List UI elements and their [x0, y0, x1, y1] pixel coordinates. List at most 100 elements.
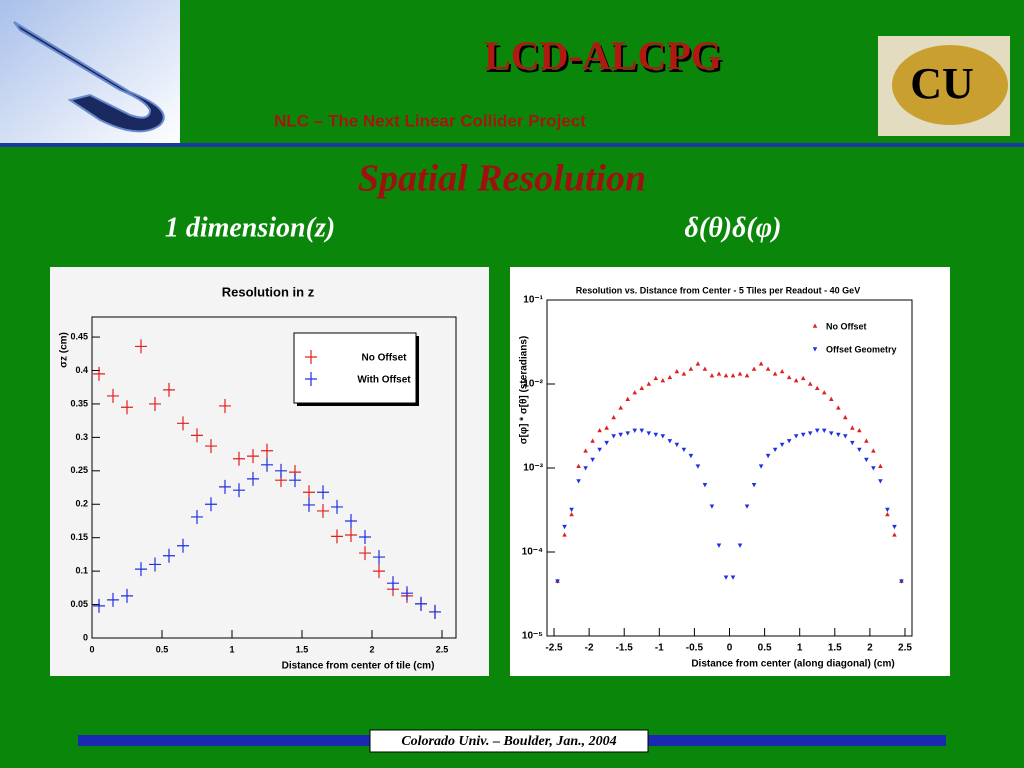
legend-marker — [812, 323, 818, 328]
y-tick-label: 0.3 — [75, 432, 88, 442]
data-point — [639, 428, 645, 433]
data-point — [857, 427, 862, 433]
data-point — [632, 428, 638, 433]
data-point — [814, 428, 820, 433]
data-point — [611, 434, 616, 439]
x-axis-label: Distance from center of tile (cm) — [282, 661, 435, 672]
data-point — [667, 439, 673, 444]
y-tick-label: 0.15 — [70, 532, 88, 542]
legend-label: Offset Geometry — [826, 344, 897, 354]
data-point — [576, 479, 581, 484]
data-point — [93, 366, 105, 381]
data-point — [885, 507, 890, 513]
y-tick-label: 0.4 — [75, 365, 88, 375]
data-point — [163, 548, 175, 563]
y-tick-label: 10⁻³ — [523, 463, 543, 474]
data-point — [821, 428, 827, 433]
data-point — [177, 538, 189, 553]
data-point — [892, 532, 897, 537]
data-point — [205, 439, 217, 454]
data-point — [653, 432, 659, 438]
data-point — [814, 385, 820, 391]
plot-frame — [91, 316, 457, 639]
data-point — [871, 448, 876, 453]
data-point — [625, 396, 631, 401]
data-point — [618, 432, 624, 438]
data-point — [555, 579, 560, 584]
data-point — [569, 507, 574, 513]
data-point — [800, 375, 806, 381]
data-point — [667, 374, 673, 380]
x-tick-label: -1 — [655, 643, 664, 654]
data-point — [107, 388, 119, 403]
data-point — [674, 368, 680, 374]
data-point — [758, 361, 764, 366]
x-tick-label: 2.5 — [436, 644, 449, 654]
y-tick-label: 10⁻⁴ — [522, 547, 543, 558]
data-point — [857, 447, 862, 453]
data-point — [864, 438, 869, 443]
data-point — [716, 543, 722, 548]
chart-panel — [50, 267, 489, 676]
footer-box — [369, 729, 649, 753]
data-point — [590, 457, 595, 463]
caption: 1 dimension(z) — [165, 212, 335, 243]
chart-title: Resolution vs. Distance from Center - 5 … — [576, 285, 860, 295]
data-point — [177, 416, 189, 431]
data-point — [702, 366, 708, 371]
legend-box — [293, 332, 417, 404]
x-tick-label: 1 — [797, 643, 803, 654]
data-point — [793, 434, 799, 439]
data-point — [247, 449, 259, 464]
data-point — [583, 466, 588, 471]
data-point — [828, 396, 834, 401]
data-point — [618, 405, 624, 410]
data-point — [597, 447, 602, 453]
x-tick-label: -2 — [585, 643, 594, 654]
y-tick-label: 10⁻² — [523, 379, 543, 390]
header-rule — [0, 143, 1024, 147]
data-point — [885, 511, 890, 517]
x-tick-label: 0 — [89, 644, 94, 654]
data-point — [878, 463, 883, 469]
data-point — [632, 390, 638, 395]
data-point — [835, 432, 841, 438]
y-axis-label: σz (cm) — [59, 332, 70, 368]
data-point — [317, 485, 329, 500]
data-point — [345, 513, 357, 528]
x-axis-label: Distance from center (along diagonal) (c… — [691, 659, 894, 670]
data-point — [331, 529, 343, 544]
data-point — [576, 463, 581, 469]
chart-panel — [510, 267, 950, 676]
y-tick-label: 0 — [83, 632, 88, 642]
data-point — [562, 532, 567, 537]
data-point — [681, 371, 687, 376]
data-point — [219, 479, 231, 494]
data-point — [639, 385, 645, 391]
y-tick-label: 0.45 — [70, 331, 88, 341]
data-point — [149, 557, 161, 572]
data-point — [744, 504, 750, 509]
subtitle: NLC – The Next Linear Collider Project — [274, 111, 586, 130]
y-axis-label: σ[φ] * σ[θ] (steradians) — [519, 336, 530, 444]
data-point — [611, 414, 616, 420]
data-point — [191, 428, 203, 443]
data-point — [163, 382, 175, 397]
data-point — [709, 373, 715, 378]
slide-title: Spatial Resolution — [358, 158, 646, 200]
y-tick-label: 0.05 — [70, 599, 88, 609]
data-point — [751, 366, 757, 371]
data-point — [653, 375, 659, 381]
data-point — [681, 447, 687, 453]
data-point — [590, 438, 595, 443]
logo-buffalo — [892, 45, 1008, 125]
x-tick-label: -1.5 — [616, 643, 634, 654]
data-point — [233, 483, 245, 498]
data-point — [604, 425, 609, 430]
legend-label: No Offset — [826, 321, 867, 331]
data-point — [850, 440, 855, 446]
data-point — [688, 366, 694, 371]
y-tick-label: 10⁻¹ — [523, 295, 543, 306]
legend-label: No Offset — [362, 353, 408, 364]
